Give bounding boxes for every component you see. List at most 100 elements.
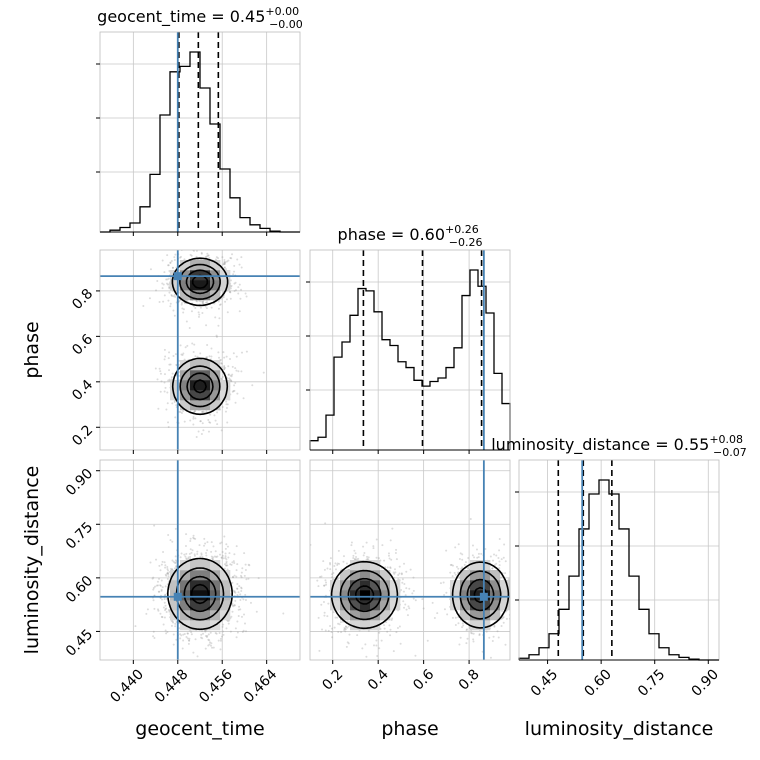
scatter-point <box>320 575 323 578</box>
density-cell <box>460 610 471 621</box>
scatter-point <box>193 343 196 346</box>
density-cell <box>490 600 501 611</box>
truth-marker <box>479 592 488 601</box>
density-cell <box>170 380 181 391</box>
scatter-point <box>227 373 230 376</box>
scatter-point <box>344 625 347 628</box>
scatter-point <box>226 421 229 424</box>
scatter-point <box>443 593 446 596</box>
density-cell <box>190 600 201 611</box>
scatter-point <box>198 313 201 316</box>
scatter-point <box>327 602 330 605</box>
tick-label-x: 0.4 <box>365 666 392 693</box>
scatter-point <box>376 654 379 657</box>
scatter-point <box>211 646 214 649</box>
scatter-point <box>160 579 163 582</box>
scatter-point <box>209 631 212 634</box>
scatter-point <box>164 355 167 358</box>
scatter-point <box>471 554 474 557</box>
scatter-point <box>463 563 466 566</box>
scatter-point <box>186 632 189 635</box>
scatter-point <box>173 293 176 296</box>
scatter-point <box>497 556 500 559</box>
scatter-point <box>172 354 175 357</box>
scatter-point <box>498 549 501 552</box>
scatter-point <box>216 411 219 414</box>
scatter-point <box>462 624 465 627</box>
scatter-point <box>375 644 378 647</box>
scatter-point <box>243 574 246 577</box>
density-cell <box>450 600 461 611</box>
scatter-point <box>247 577 250 580</box>
scatter-point <box>174 240 176 242</box>
scatter-point <box>355 558 358 561</box>
density-cell <box>190 280 201 291</box>
density-cell <box>200 600 211 611</box>
scatter-point <box>436 612 439 615</box>
scatter-point <box>201 410 204 413</box>
scatter-point <box>183 258 186 261</box>
scatter-point <box>168 369 171 372</box>
scatter-point <box>497 636 500 639</box>
scatter-point <box>353 558 356 561</box>
scatter-point <box>362 554 365 557</box>
scatter-point <box>346 626 349 629</box>
density-cell <box>180 360 191 371</box>
scatter-point <box>227 373 230 376</box>
scatter-point <box>229 374 232 377</box>
scatter-point <box>332 571 335 574</box>
scatter-point <box>224 366 227 369</box>
scatter-point <box>467 557 470 560</box>
scatter-point <box>219 234 221 236</box>
scatter-point <box>151 577 154 580</box>
tick-label-y: 0.75 <box>63 519 96 552</box>
scatter-point <box>219 648 222 651</box>
density-cell <box>380 590 391 601</box>
scatter-point <box>170 619 173 622</box>
scatter-point <box>233 384 236 387</box>
density-cell <box>170 390 181 401</box>
scatter-point <box>222 263 225 266</box>
scatter-point <box>229 630 232 633</box>
scatter-point <box>217 324 220 327</box>
scatter-point <box>381 544 384 547</box>
scatter-point <box>395 631 398 634</box>
scatter-point <box>169 363 172 366</box>
scatter-point <box>174 625 177 628</box>
histogram-luminosity_distance <box>518 479 719 661</box>
title-lower: −0.07 <box>713 446 747 459</box>
scatter-point <box>342 560 345 563</box>
density-cell <box>200 570 211 581</box>
density-cell <box>480 560 491 571</box>
scatter-point <box>229 287 232 290</box>
scatter-point <box>158 564 161 567</box>
scatter-point <box>210 355 213 358</box>
histogram-geocent_time <box>100 51 300 233</box>
scatter-point <box>215 334 218 337</box>
scatter-point <box>223 535 226 538</box>
scatter-point <box>400 588 403 591</box>
scatter-point <box>236 587 239 590</box>
scatter-point <box>161 560 164 563</box>
density-cell <box>360 610 371 621</box>
scatter-point <box>205 410 208 413</box>
density-cell <box>220 580 231 591</box>
scatter-point <box>225 543 228 546</box>
scatter-point <box>513 599 515 601</box>
scatter-point <box>166 566 169 569</box>
density-cell <box>480 620 491 631</box>
scatter-point <box>226 403 229 406</box>
scatter-point <box>332 611 335 614</box>
scatter-point <box>330 631 333 634</box>
scatter-point <box>496 630 499 633</box>
scatter-point <box>203 411 206 414</box>
scatter-point <box>222 366 225 369</box>
scatter-point <box>162 606 165 609</box>
scatter-point <box>222 623 225 626</box>
density-cell <box>190 590 201 601</box>
scatter-point <box>199 306 202 309</box>
scatter-point <box>165 408 168 411</box>
tick-label-x: 0.90 <box>689 666 722 699</box>
scatter-point <box>411 592 414 595</box>
scatter-point <box>231 575 234 578</box>
